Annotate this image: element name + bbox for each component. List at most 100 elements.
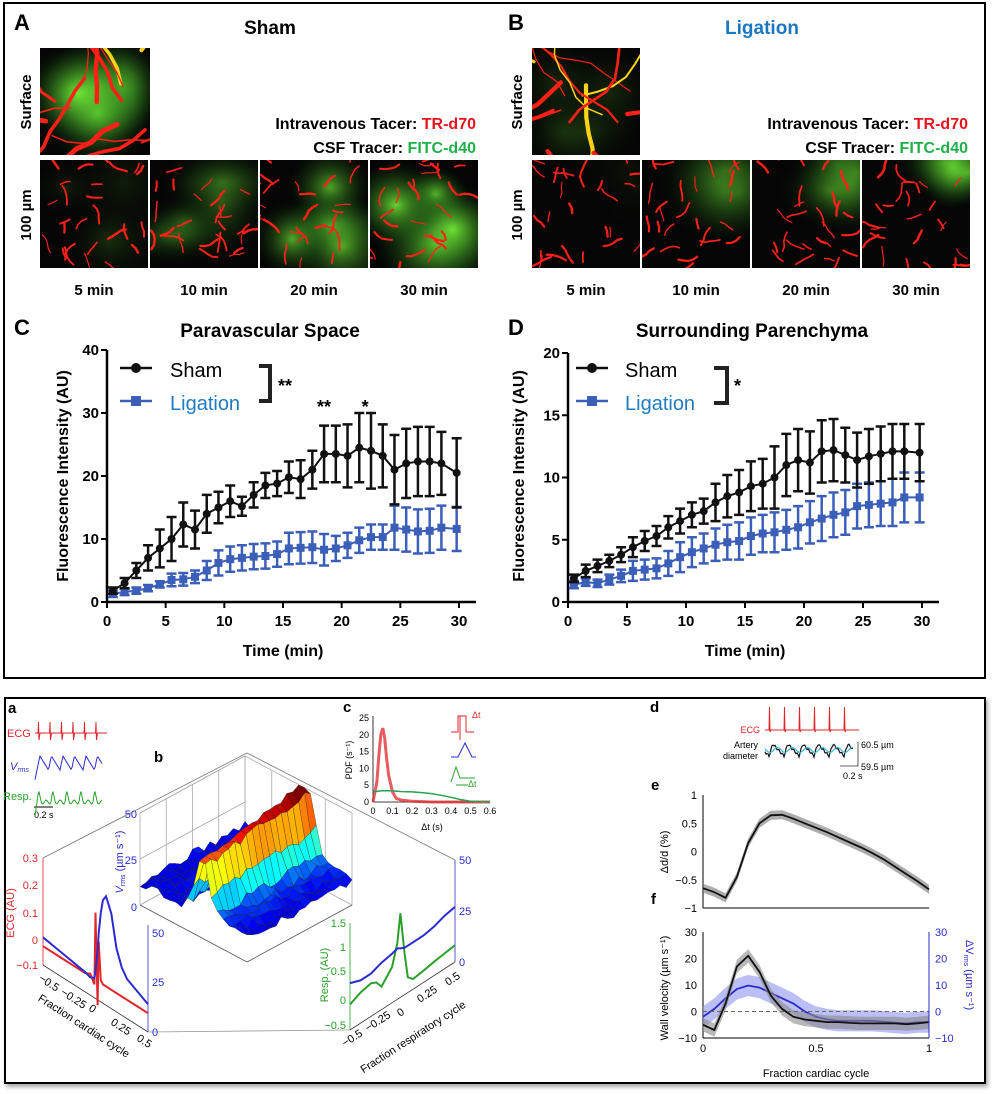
blood-vessel bbox=[102, 48, 123, 86]
blood-vessel bbox=[568, 48, 621, 124]
blood-vessel bbox=[40, 107, 71, 114]
data-point bbox=[888, 447, 897, 456]
y2-tick-label: 0 bbox=[935, 1007, 941, 1019]
data-point bbox=[202, 566, 211, 575]
time-label: 5 min bbox=[566, 282, 605, 299]
panel-label: C bbox=[14, 315, 30, 340]
vrms-sub: rms bbox=[17, 767, 29, 774]
blood-vessel bbox=[435, 203, 453, 219]
data-point bbox=[770, 473, 779, 482]
x-tick-label: 10 bbox=[678, 613, 695, 630]
ecg-tick: 0.2 bbox=[23, 880, 38, 892]
micrograph-image bbox=[40, 160, 148, 268]
data-point bbox=[355, 443, 364, 452]
blood-vessel bbox=[122, 223, 129, 240]
time-label: 10 min bbox=[180, 282, 228, 299]
y-tick-label: −1 bbox=[684, 903, 697, 915]
blood-vessel bbox=[795, 253, 815, 266]
data-point bbox=[144, 553, 153, 562]
y2-tick-label: 10 bbox=[935, 980, 947, 992]
y2-label-sub: rms bbox=[962, 955, 969, 967]
legend-label-sham: Sham bbox=[170, 360, 222, 382]
data-point bbox=[284, 473, 293, 482]
y-tick-label: 20 bbox=[359, 730, 369, 740]
blood-vessel bbox=[295, 226, 309, 245]
x-tick-label: 0.6 bbox=[484, 806, 497, 816]
data-point bbox=[155, 580, 164, 589]
data-point bbox=[308, 543, 317, 552]
cardiac-x-tick: 0 bbox=[86, 1002, 98, 1015]
vrms-tick: 50 bbox=[459, 855, 471, 867]
trace-label-resp: Resp. bbox=[3, 791, 32, 803]
data-point bbox=[888, 498, 897, 507]
x-tick-label: 5 bbox=[623, 613, 631, 630]
blood-vessel bbox=[51, 134, 150, 145]
data-point bbox=[214, 558, 223, 567]
data-point bbox=[900, 493, 909, 502]
tracer-green-signal bbox=[370, 160, 444, 249]
micrograph-group bbox=[532, 48, 970, 268]
blood-vessel bbox=[135, 164, 145, 176]
blood-vessel bbox=[84, 252, 90, 268]
data-point bbox=[640, 565, 649, 574]
data-point bbox=[249, 490, 258, 499]
blood-vessel bbox=[378, 186, 386, 207]
blood-vessel bbox=[47, 199, 58, 206]
blood-vessel bbox=[659, 245, 681, 253]
legend-label-ligation: Ligation bbox=[170, 393, 240, 415]
blood-vessel bbox=[881, 245, 885, 267]
z-label-unit: (µm s⁻¹) bbox=[114, 831, 126, 875]
chart-title: Paravascular Space bbox=[180, 321, 360, 342]
micrograph-image bbox=[370, 160, 478, 268]
data-point bbox=[378, 451, 387, 460]
panel-label: A bbox=[14, 10, 30, 35]
data-point bbox=[593, 579, 602, 588]
blood-vessel bbox=[728, 170, 735, 188]
y-axis-label: PDF (s⁻¹) bbox=[344, 741, 354, 780]
y-tick-label: 15 bbox=[359, 747, 369, 757]
data-point bbox=[437, 459, 446, 468]
tracer-green-signal bbox=[158, 160, 258, 216]
significance-marker: ** bbox=[317, 397, 331, 417]
blood-vessel bbox=[771, 249, 784, 263]
data-point bbox=[179, 520, 188, 529]
y2-label-main: ΔV bbox=[963, 940, 975, 955]
data-point bbox=[735, 488, 744, 497]
micrograph-background bbox=[532, 160, 640, 268]
tracer-iv-value: TR-d70 bbox=[422, 116, 476, 133]
resp-x-tick: 0 bbox=[395, 1006, 407, 1019]
blood-vessel bbox=[298, 192, 316, 196]
ecg-tick: 0.1 bbox=[23, 908, 38, 920]
x-tick-label: 0.2 bbox=[406, 806, 419, 816]
micrograph-image bbox=[532, 48, 640, 155]
blood-vessel bbox=[793, 201, 805, 208]
tracer-green-signal bbox=[778, 160, 860, 229]
blood-vessel bbox=[954, 177, 962, 187]
blood-vessel bbox=[756, 160, 770, 174]
blood-vessel bbox=[418, 163, 435, 167]
data-point bbox=[367, 446, 375, 455]
blood-vessel bbox=[429, 234, 448, 250]
blood-vessel bbox=[532, 164, 545, 178]
mean-curve bbox=[702, 813, 930, 899]
data-point bbox=[214, 503, 223, 512]
panel-label: c bbox=[343, 699, 351, 716]
data-point bbox=[758, 479, 767, 488]
data-point bbox=[144, 584, 153, 593]
blood-vessel bbox=[732, 160, 740, 171]
tracer-iv-label: Intravenous Tacer: bbox=[275, 116, 421, 133]
legend-marker-square bbox=[131, 396, 141, 406]
blood-vessel bbox=[86, 128, 147, 155]
y-tick-label: −10 bbox=[678, 1033, 697, 1045]
blood-vessel bbox=[199, 237, 220, 248]
x-tick-label: 15 bbox=[275, 613, 292, 630]
y-tick-label: 10 bbox=[543, 470, 560, 487]
tracer-csf-value: FITC-d40 bbox=[900, 140, 969, 157]
tracer-iv-label: Intravenous Tacer: bbox=[767, 116, 913, 133]
diameter-fit-trace bbox=[764, 746, 854, 754]
blood-vessel bbox=[953, 257, 957, 268]
blood-vessel bbox=[694, 176, 698, 192]
